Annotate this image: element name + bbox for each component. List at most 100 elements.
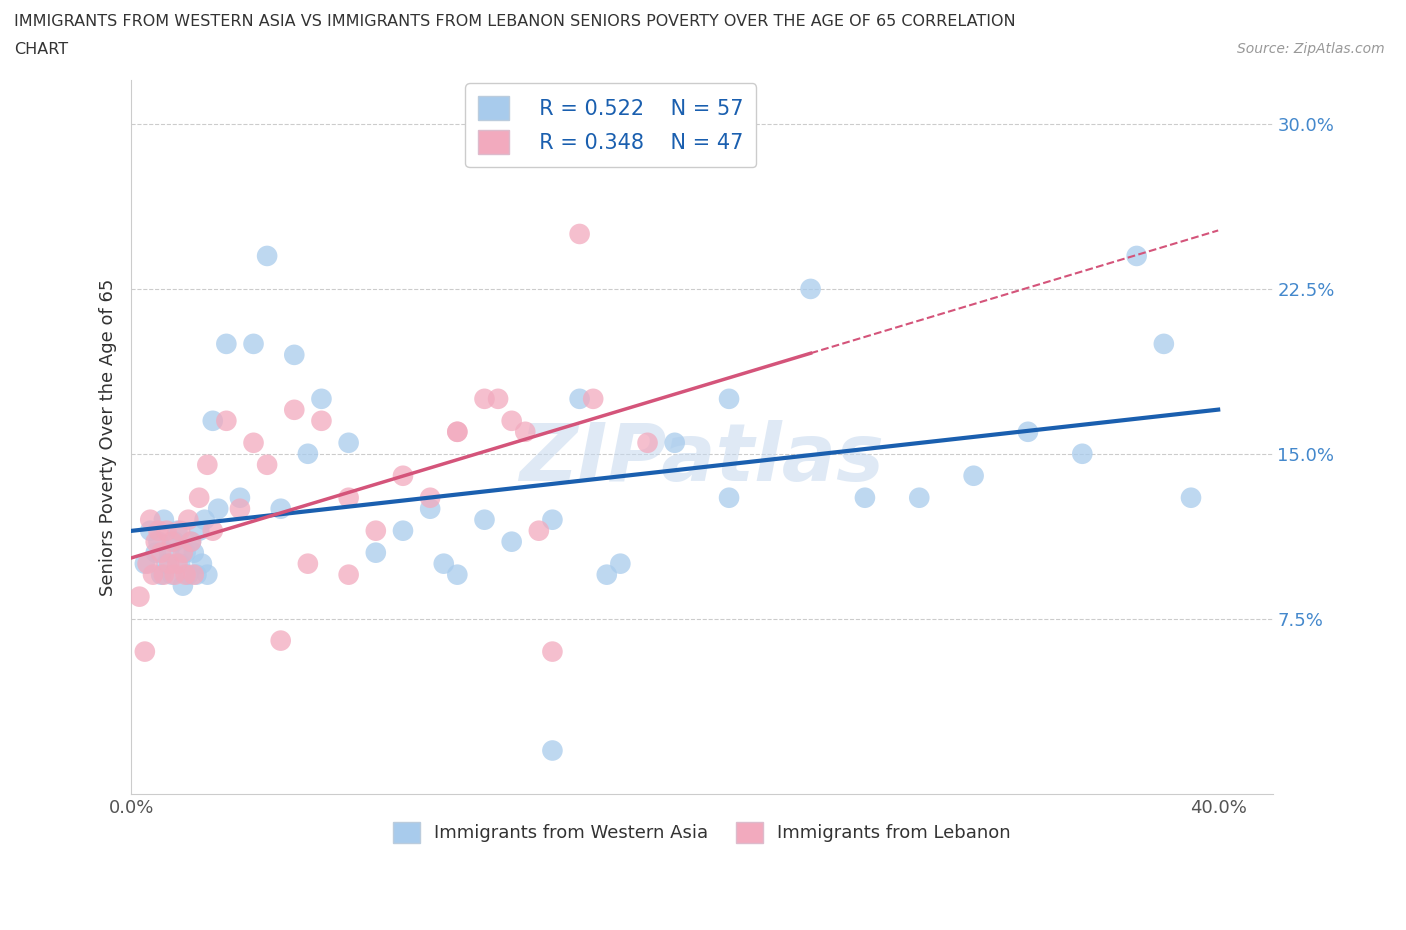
Point: [1153, 337, 1175, 352]
Point: [145, 534, 167, 549]
Point: [486, 392, 509, 406]
Point: [142, 567, 165, 582]
Point: [215, 413, 238, 428]
Point: [166, 524, 188, 538]
Legend: Immigrants from Western Asia, Immigrants from Lebanon: Immigrants from Western Asia, Immigrants…: [385, 815, 1018, 850]
Point: [419, 490, 441, 505]
Point: [183, 567, 205, 582]
Point: [153, 567, 176, 582]
Point: [568, 392, 591, 406]
Point: [166, 556, 188, 571]
Point: [155, 556, 177, 571]
Point: [157, 545, 180, 560]
Point: [800, 282, 823, 297]
Text: IMMIGRANTS FROM WESTERN ASIA VS IMMIGRANTS FROM LEBANON SENIORS POVERTY OVER THE: IMMIGRANTS FROM WESTERN ASIA VS IMMIGRAN…: [14, 14, 1015, 29]
Point: [148, 524, 170, 538]
Point: [501, 413, 523, 428]
Point: [501, 534, 523, 549]
Point: [568, 227, 591, 242]
Point: [609, 556, 631, 571]
Point: [160, 567, 183, 582]
Point: [283, 403, 305, 418]
Point: [134, 556, 156, 571]
Point: [145, 545, 167, 560]
Point: [229, 490, 252, 505]
Point: [169, 556, 191, 571]
Point: [183, 545, 205, 560]
Point: [177, 567, 200, 582]
Point: [150, 545, 173, 560]
Point: [150, 567, 173, 582]
Point: [163, 534, 186, 549]
Point: [256, 248, 278, 263]
Point: [180, 534, 202, 549]
Point: [637, 435, 659, 450]
Point: [188, 490, 211, 505]
Point: [283, 348, 305, 363]
Point: [582, 392, 605, 406]
Point: [174, 545, 197, 560]
Point: [191, 556, 214, 571]
Point: [392, 469, 415, 484]
Point: [337, 490, 360, 505]
Point: [186, 567, 208, 582]
Point: [311, 413, 333, 428]
Point: [596, 567, 619, 582]
Point: [474, 512, 496, 527]
Point: [718, 490, 741, 505]
Point: [153, 512, 176, 527]
Point: [174, 567, 197, 582]
Point: [297, 446, 319, 461]
Point: [195, 458, 218, 472]
Point: [541, 512, 564, 527]
Text: ZIPatlas: ZIPatlas: [519, 419, 884, 498]
Point: [446, 424, 468, 439]
Point: [446, 567, 468, 582]
Point: [172, 578, 194, 593]
Point: [201, 524, 224, 538]
Point: [163, 567, 186, 582]
Point: [311, 392, 333, 406]
Point: [364, 545, 387, 560]
Point: [136, 556, 159, 571]
Point: [169, 524, 191, 538]
Text: CHART: CHART: [14, 42, 67, 57]
Point: [157, 556, 180, 571]
Point: [177, 512, 200, 527]
Point: [446, 424, 468, 439]
Text: Source: ZipAtlas.com: Source: ZipAtlas.com: [1237, 42, 1385, 56]
Point: [201, 413, 224, 428]
Point: [297, 556, 319, 571]
Point: [433, 556, 456, 571]
Point: [242, 435, 264, 450]
Point: [337, 567, 360, 582]
Point: [853, 490, 876, 505]
Point: [207, 501, 229, 516]
Point: [515, 424, 537, 439]
Point: [155, 524, 177, 538]
Point: [139, 524, 162, 538]
Point: [419, 501, 441, 516]
Point: [1071, 446, 1094, 461]
Point: [270, 501, 292, 516]
Point: [180, 534, 202, 549]
Point: [392, 524, 415, 538]
Point: [256, 458, 278, 472]
Point: [337, 435, 360, 450]
Point: [148, 534, 170, 549]
Point: [128, 590, 150, 604]
Point: [188, 524, 211, 538]
Point: [270, 633, 292, 648]
Point: [541, 644, 564, 659]
Point: [527, 524, 550, 538]
Point: [194, 512, 217, 527]
Point: [242, 337, 264, 352]
Point: [1017, 424, 1039, 439]
Point: [364, 524, 387, 538]
Point: [718, 392, 741, 406]
Point: [172, 545, 194, 560]
Point: [474, 392, 496, 406]
Point: [229, 501, 252, 516]
Point: [160, 534, 183, 549]
Point: [139, 512, 162, 527]
